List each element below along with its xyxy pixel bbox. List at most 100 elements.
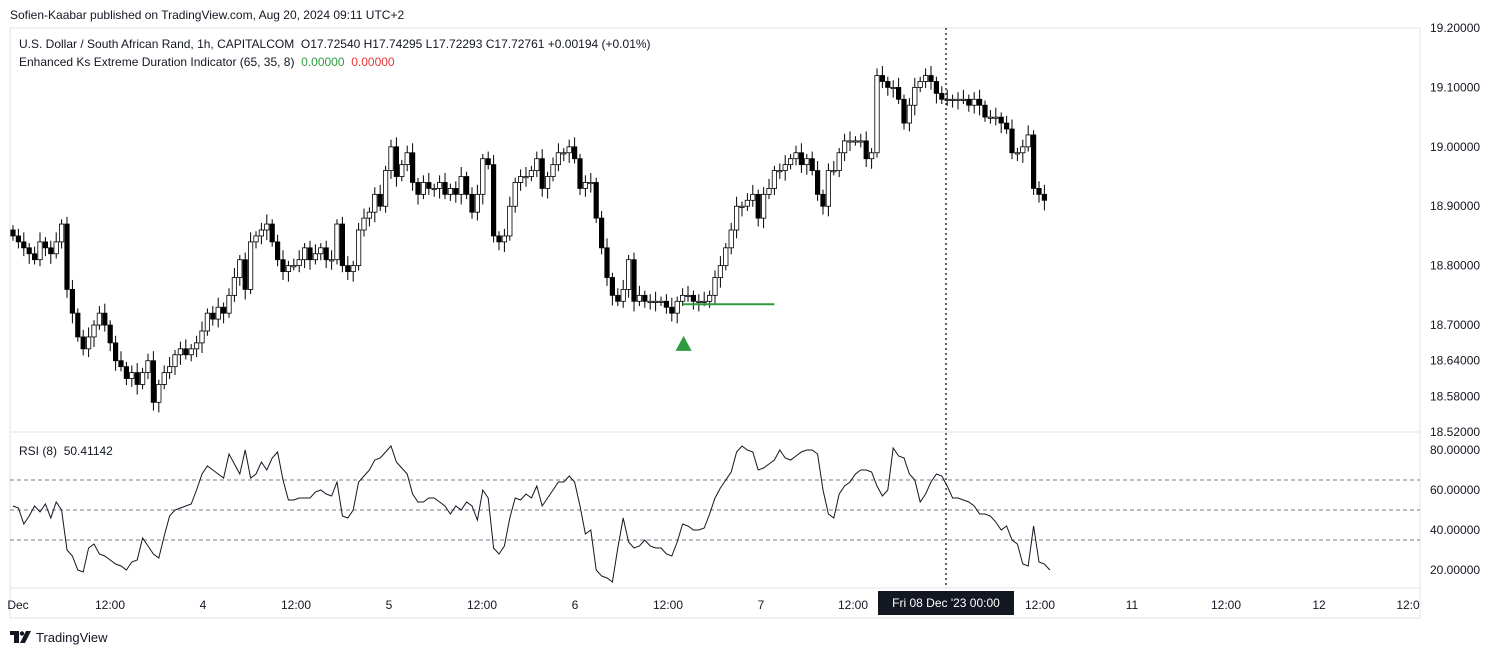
candle-down [26, 247, 32, 255]
candle-up [788, 158, 794, 166]
candle-up [771, 170, 778, 189]
time-tick-label: 5 [386, 598, 393, 612]
candle-up [193, 342, 200, 350]
candle-down [669, 306, 675, 314]
candle-down [1036, 188, 1042, 195]
time-tick-label: 12:0 [1396, 598, 1420, 612]
candle-down [307, 247, 313, 261]
rsi-tick-label: 60.00000 [1430, 483, 1480, 497]
candle-down [442, 182, 448, 195]
time-tick-label: 12:00 [1025, 598, 1055, 612]
candle-up [501, 235, 508, 243]
candle-up [37, 241, 43, 261]
candle-up [431, 188, 437, 191]
rsi-tick-label: 20.00000 [1430, 563, 1480, 577]
time-tick-label: Dec [7, 598, 28, 612]
candle-up [480, 158, 486, 195]
candle-down [572, 146, 578, 160]
candle-up [696, 300, 702, 303]
candle-up [512, 182, 518, 207]
candle-up [717, 265, 724, 278]
candle-up [685, 294, 691, 297]
candle-down [820, 193, 826, 207]
plot-frame [9, 27, 1421, 619]
candle-up [734, 205, 740, 231]
candle-up [636, 294, 643, 302]
candle-down [339, 223, 346, 267]
candle-down [118, 360, 124, 368]
candle-up [291, 265, 297, 268]
time-tick-label: 11 [1126, 598, 1139, 612]
candle-down [490, 164, 497, 237]
candle-up [804, 158, 810, 166]
candle-up [647, 300, 653, 303]
time-tick-label: 6 [572, 598, 579, 612]
candle-up [680, 294, 686, 302]
candle-down [409, 152, 416, 183]
candle-up [247, 241, 254, 290]
candle-down [798, 152, 805, 166]
bullish-signal-triangle [675, 335, 692, 351]
candle-down [463, 176, 470, 195]
candle-down [615, 294, 621, 302]
candle-up [1020, 146, 1026, 154]
candle-up [447, 188, 454, 195]
candle-down [377, 193, 383, 207]
indicator-value-bearish: 0.00000 [351, 55, 395, 69]
candle-up [545, 176, 551, 189]
candle-up [831, 170, 837, 173]
tradingview-logo-icon [10, 631, 31, 643]
candle-up [561, 152, 567, 155]
candle-up [782, 164, 788, 171]
candle-up [253, 235, 259, 243]
price-tick-label: 18.70000 [1430, 318, 1480, 332]
candle-up [404, 152, 410, 166]
candles-group [10, 66, 1047, 413]
candle-down [69, 289, 75, 314]
candle-up [712, 277, 718, 296]
candle-up [355, 229, 362, 267]
rsi-tick-label: 80.00000 [1430, 443, 1480, 457]
time-tick-label: 12:00 [838, 598, 868, 612]
indicator-value-bullish: 0.00000 [301, 55, 345, 69]
candle-down [48, 247, 54, 255]
rsi-line [12, 445, 1051, 583]
candle-up [588, 182, 594, 185]
candle-up [906, 104, 913, 124]
candle-down [879, 75, 886, 82]
candle-down [1009, 128, 1015, 154]
candle-up [237, 259, 243, 278]
price-tick-label: 18.80000 [1430, 259, 1480, 273]
candle-up [923, 75, 929, 82]
tradingview-logo[interactable]: TradingView [10, 628, 108, 646]
candle-down [663, 300, 670, 308]
ohlc-values: O17.72540 H17.74295 L17.72293 C17.72761 … [300, 37, 651, 51]
candle-up [744, 199, 751, 207]
candle-up [566, 146, 572, 154]
candle-down [1004, 122, 1010, 130]
candle-up [474, 193, 481, 213]
candle-down [933, 81, 940, 94]
candle-up [960, 98, 967, 101]
candle-up [1025, 134, 1031, 148]
candle-down [604, 247, 610, 278]
candle-up [761, 193, 767, 219]
price-tick-label: 18.90000 [1430, 199, 1480, 213]
candle-up [129, 372, 135, 379]
candle-up [318, 247, 324, 255]
candle-up [555, 152, 562, 166]
candle-down [577, 158, 583, 189]
candle-up [842, 140, 848, 154]
symbol-legend: U.S. Dollar / South African Rand, 1h, CA… [19, 37, 651, 51]
candle-down [599, 217, 605, 249]
candle-up [626, 259, 632, 290]
candle-down [426, 182, 432, 189]
candle-up [793, 152, 799, 160]
candle-up [458, 176, 464, 195]
indicator-legend: Enhanced Ks Extreme Duration Indicator (… [19, 55, 395, 69]
candle-up [658, 300, 664, 303]
price-tick-label: 18.52000 [1430, 425, 1480, 439]
candle-up [361, 217, 367, 231]
candle-up [890, 87, 896, 90]
